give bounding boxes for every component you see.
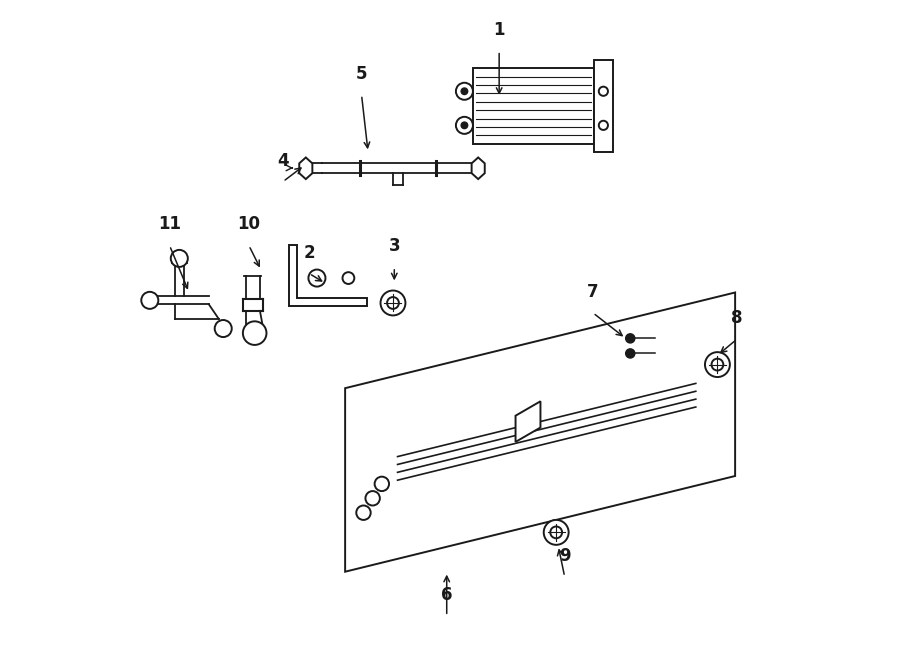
Circle shape — [309, 270, 326, 287]
Polygon shape — [299, 157, 312, 179]
Polygon shape — [472, 157, 485, 179]
Circle shape — [343, 272, 355, 284]
Circle shape — [365, 491, 380, 506]
Text: 9: 9 — [559, 547, 571, 565]
Text: 6: 6 — [441, 586, 453, 604]
Text: 7: 7 — [587, 283, 599, 301]
Circle shape — [461, 122, 468, 129]
Polygon shape — [516, 401, 541, 442]
Circle shape — [626, 334, 634, 343]
Circle shape — [461, 88, 468, 95]
Bar — [594, 60, 613, 151]
Circle shape — [550, 526, 562, 538]
Text: 2: 2 — [303, 244, 315, 262]
Text: 5: 5 — [356, 65, 367, 83]
Circle shape — [626, 349, 634, 358]
Text: 11: 11 — [158, 215, 181, 233]
Circle shape — [356, 506, 371, 520]
Circle shape — [171, 250, 188, 267]
Text: 8: 8 — [732, 309, 742, 327]
Circle shape — [215, 320, 231, 337]
Circle shape — [243, 321, 266, 345]
Polygon shape — [290, 245, 367, 305]
Circle shape — [705, 352, 730, 377]
Text: 4: 4 — [277, 152, 289, 170]
Bar — [472, 68, 594, 143]
Text: 10: 10 — [238, 215, 260, 233]
Text: 3: 3 — [389, 237, 400, 255]
Circle shape — [381, 291, 405, 315]
Circle shape — [141, 292, 158, 309]
Text: 1: 1 — [493, 21, 505, 39]
Circle shape — [456, 83, 472, 100]
Circle shape — [456, 117, 472, 134]
Circle shape — [374, 477, 389, 491]
Polygon shape — [345, 292, 735, 572]
Circle shape — [387, 297, 399, 309]
Circle shape — [544, 520, 569, 545]
Circle shape — [598, 121, 608, 130]
Circle shape — [598, 87, 608, 96]
Circle shape — [712, 359, 724, 370]
